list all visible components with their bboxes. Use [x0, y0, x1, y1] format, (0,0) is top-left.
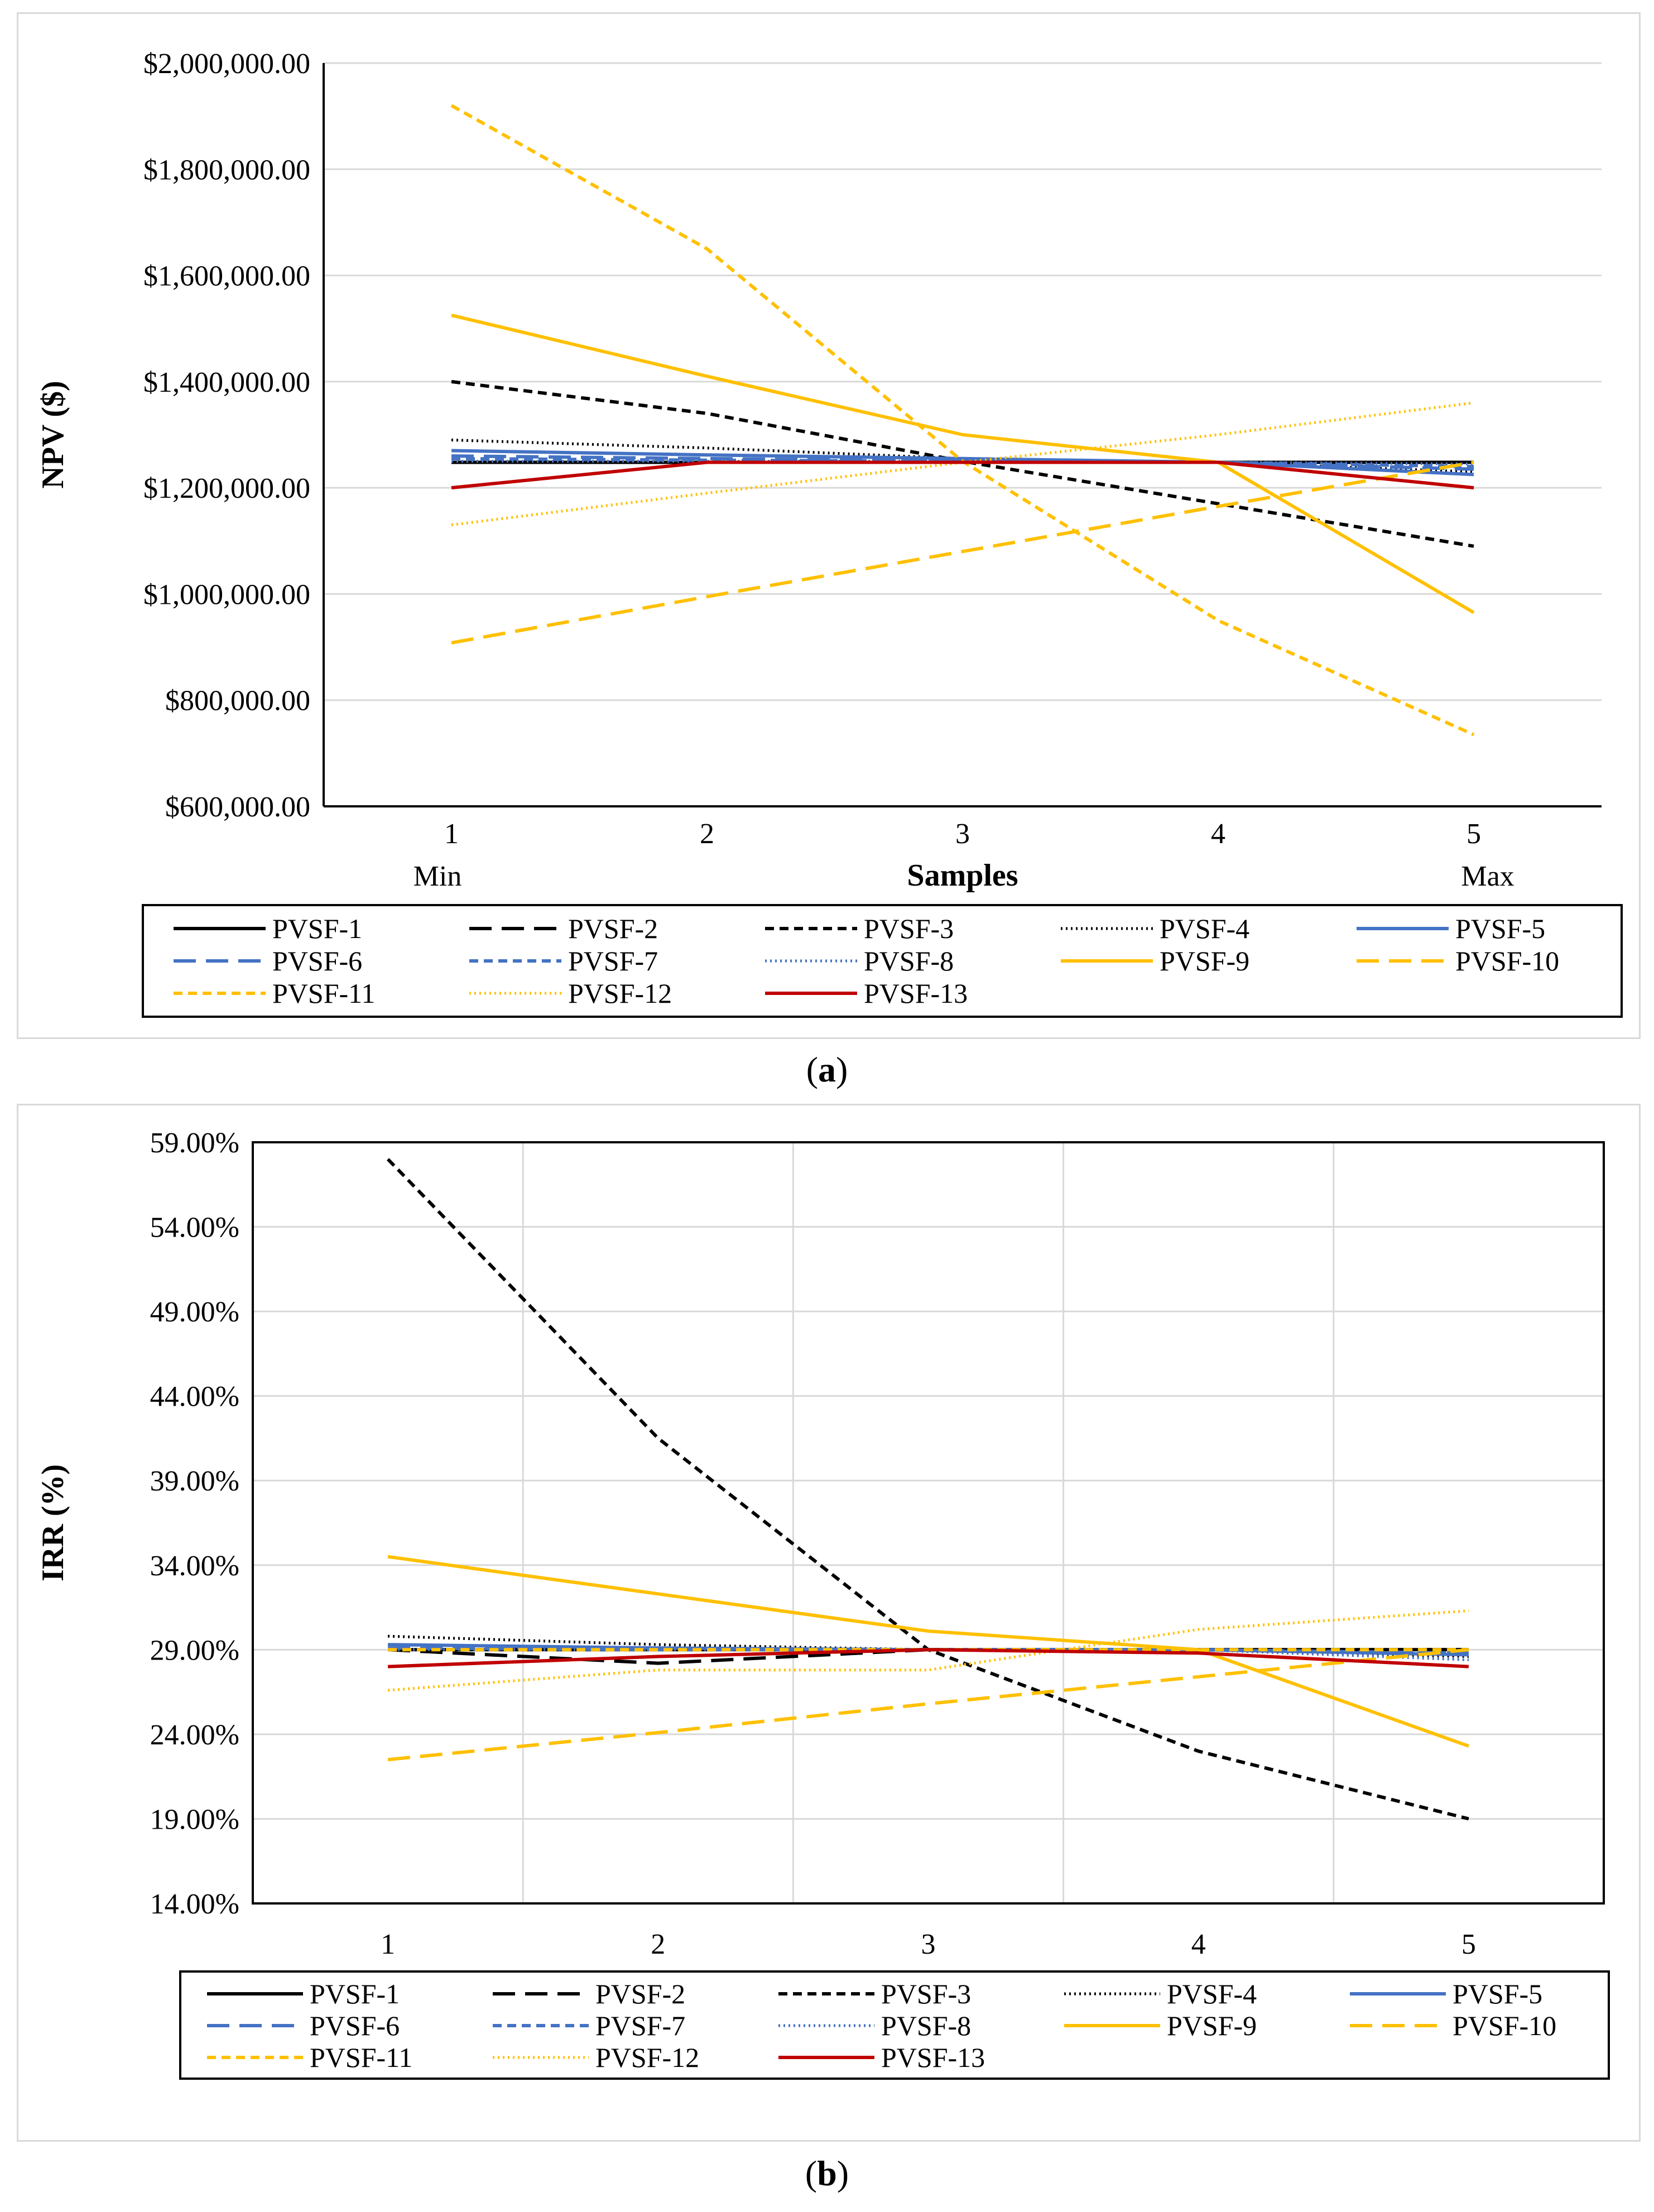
x-axis-title: Samples: [907, 858, 1018, 893]
y-tick-label: 14.00%: [150, 1888, 239, 1920]
y-tick-label: 19.00%: [150, 1804, 239, 1835]
series-line-pvsf-5: [451, 449, 1474, 477]
x-tick-label: 2: [651, 1929, 665, 1960]
series-line-pvsf-3: [386, 1158, 1469, 1821]
x-max-label: Max: [1461, 860, 1514, 892]
series-line-pvsf-12: [451, 401, 1474, 527]
series-line-pvsf-9: [451, 313, 1475, 614]
irr-chart: 14.00% 19.00% 24.00% 29.00% 34.00% 39.00% 44.0…: [36, 1127, 1610, 2080]
x-tick-label: 5: [1461, 1929, 1476, 1960]
legend-label: PVSF-8: [864, 945, 954, 977]
npv-chart: $600,000.00 $800,000.00 $1,000,000.00 $1,20…: [36, 48, 1623, 1018]
x-tick-label: 3: [921, 1929, 936, 1960]
legend-label: PVSF-7: [595, 2010, 685, 2041]
legend-label: PVSF-7: [568, 945, 658, 977]
legend-label: PVSF-5: [1453, 1978, 1542, 2009]
plot-frame: [252, 1141, 1605, 1905]
x-tick-label: 2: [700, 818, 714, 850]
caption-a: (a): [806, 1050, 848, 1089]
caption-b: (b): [805, 2153, 849, 2193]
legend-label: PVSF-2: [568, 913, 658, 944]
legend-label: PVSF-10: [1455, 945, 1559, 977]
series-line-pvsf-11: [450, 104, 1475, 737]
legend-label: PVSF-11: [310, 2042, 412, 2073]
y-tick-label: $1,200,000.00: [143, 473, 310, 504]
legend-label: PVSF-9: [1160, 945, 1249, 977]
y-tick-label: $1,600,000.00: [143, 261, 310, 292]
y-tick-label: 34.00%: [150, 1550, 239, 1582]
legend-label: PVSF-1: [310, 1978, 400, 2009]
series-line-pvsf-10: [387, 1648, 1469, 1762]
y-tick-label: $600,000.00: [165, 791, 310, 823]
x-tick-label: 4: [1211, 818, 1225, 850]
series-line-pvsf-3: [451, 379, 1474, 548]
x-tick-label: 1: [381, 1929, 395, 1960]
series-line-pvsf-13: [387, 1648, 1469, 1668]
legend-label: PVSF-1: [272, 913, 362, 944]
y-tick-label: 39.00%: [150, 1465, 239, 1497]
legend-label: PVSF-9: [1167, 2010, 1257, 2041]
y-tick-label: 54.00%: [150, 1212, 239, 1244]
legend-label: PVSF-13: [881, 2042, 985, 2073]
x-min-label: Min: [414, 860, 462, 892]
y-tick-label: $2,000,000.00: [143, 48, 310, 80]
legend-label: PVSF-13: [864, 978, 968, 1009]
legend-label: PVSF-3: [881, 1978, 971, 2009]
legend-label: PVSF-6: [310, 2010, 400, 2041]
legend-label: PVSF-4: [1160, 913, 1249, 944]
y-tick-label: 29.00%: [150, 1634, 239, 1666]
legend-label: PVSF-6: [272, 945, 362, 977]
series-line-pvsf-12: [387, 1609, 1469, 1692]
x-tick-label: 3: [955, 818, 970, 850]
y-tick-label: $1,400,000.00: [143, 367, 310, 398]
legend-label: PVSF-12: [595, 2042, 699, 2073]
chart-panel-irr: 14.00% 19.00% 24.00% 29.00% 34.00% 39.00% 44.0…: [17, 1104, 1641, 2142]
y-tick-label: $800,000.00: [165, 685, 310, 717]
legend-label: PVSF-5: [1455, 913, 1545, 944]
y-tick-label: 49.00%: [150, 1296, 239, 1328]
x-tick-label: 5: [1467, 818, 1481, 850]
legend-label: PVSF-8: [881, 2010, 971, 2041]
series-line-pvsf-10: [451, 460, 1474, 645]
y-axis-title: IRR (%): [36, 1464, 70, 1581]
series-line-pvsf-9: [387, 1555, 1469, 1748]
y-tick-label: $1,800,000.00: [143, 154, 310, 186]
x-tick-label: 4: [1191, 1929, 1206, 1960]
y-tick-label: 24.00%: [150, 1719, 239, 1751]
x-tick-label: 1: [444, 818, 459, 850]
legend-label: PVSF-2: [595, 1978, 685, 2009]
legend-label: PVSF-10: [1453, 2010, 1556, 2041]
legend-label: PVSF-3: [864, 913, 954, 944]
y-axis-title: NPV ($): [36, 381, 70, 488]
legend-label: PVSF-4: [1167, 1978, 1257, 2009]
series-line-pvsf-6: [451, 454, 1474, 471]
legend-label: PVSF-12: [568, 978, 672, 1009]
y-tick-label: 59.00%: [150, 1127, 239, 1159]
chart-panel-npv: $600,000.00 $800,000.00 $1,000,000.00 $1,20…: [17, 12, 1641, 1039]
y-tick-label: 44.00%: [150, 1381, 239, 1413]
y-tick-label: $1,000,000.00: [143, 579, 310, 610]
series-line-pvsf-13: [451, 460, 1474, 490]
legend-label: PVSF-11: [272, 978, 375, 1009]
